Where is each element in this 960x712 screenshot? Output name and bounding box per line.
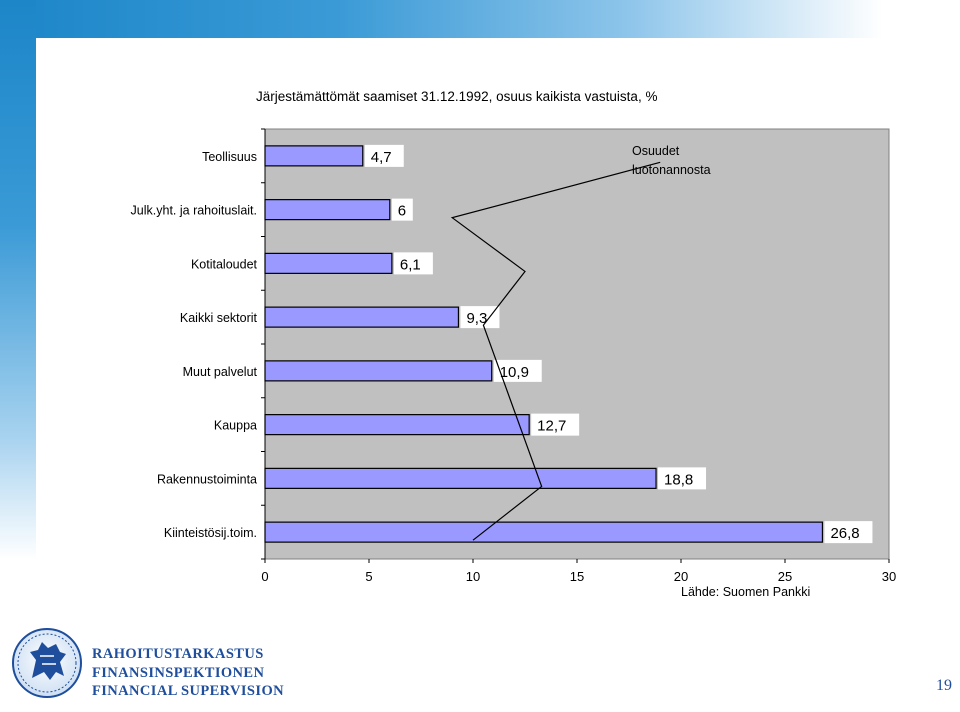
category-label: Kiinteistösij.toim.	[164, 526, 257, 540]
category-label: Muut palvelut	[183, 365, 258, 379]
logo-line-1: RAHOITUSTARKASTUS	[92, 646, 264, 662]
x-tick-label: 15	[570, 569, 584, 584]
value-label-bg	[393, 252, 433, 275]
plot-area	[264, 128, 890, 560]
bar	[264, 199, 391, 221]
value-label: 10,9	[500, 364, 529, 381]
value-label: 18,8	[664, 471, 693, 488]
line-series	[450, 161, 661, 541]
category-label: Teollisuus	[202, 150, 257, 164]
value-label: 6,1	[400, 256, 421, 273]
lion-emblem-icon	[12, 628, 82, 698]
value-label-bg	[364, 144, 404, 167]
x-tick-label: 20	[674, 569, 688, 584]
bar	[264, 252, 393, 274]
value-label: 6	[398, 203, 406, 220]
x-tick-label: 25	[778, 569, 792, 584]
source-note: Lähde: Suomen Pankki	[681, 585, 811, 599]
logo-line-2: FINANSINSPEKTIONEN	[92, 665, 265, 681]
chart-title: Järjestämättömät saamiset 31.12.1992, os…	[256, 89, 658, 104]
x-tick-label: 10	[466, 569, 480, 584]
category-label: Kaikki sektorit	[180, 311, 258, 325]
x-tick-label: 5	[365, 569, 372, 584]
bar	[264, 467, 657, 489]
category-label: Julk.yht. ja rahoituslait.	[131, 204, 257, 218]
value-label-bg	[391, 198, 413, 221]
x-tick-label: 30	[882, 569, 896, 584]
value-label: 12,7	[537, 418, 566, 435]
x-tick-label: 0	[261, 569, 268, 584]
logo-line-3: FINANCIAL SUPERVISION	[92, 683, 284, 699]
value-label-bg	[824, 521, 873, 544]
value-label: 26,8	[830, 525, 859, 542]
slide-frame-top	[0, 0, 960, 38]
line-series-label: Osuudet	[632, 144, 680, 158]
bar	[264, 360, 493, 382]
line-series-label: luotonannosta	[632, 163, 711, 177]
category-label: Kotitaloudet	[191, 257, 258, 271]
logo: RAHOITUSTARKASTUS FINANSINSPEKTIONEN FIN…	[10, 620, 284, 708]
bar	[264, 414, 530, 436]
bar	[264, 521, 824, 543]
value-label-bg	[493, 359, 542, 382]
bar	[264, 306, 460, 328]
bar	[264, 145, 364, 167]
category-label: Kauppa	[214, 419, 257, 433]
value-label-bg	[531, 413, 580, 436]
value-label-bg	[658, 467, 707, 490]
value-label: 9,3	[466, 310, 487, 327]
slide-frame-left	[0, 0, 36, 560]
category-label: Rakennustoiminta	[157, 472, 257, 486]
value-label: 4,7	[371, 149, 392, 166]
page-number: 19	[936, 677, 952, 694]
value-label-bg	[460, 306, 500, 329]
